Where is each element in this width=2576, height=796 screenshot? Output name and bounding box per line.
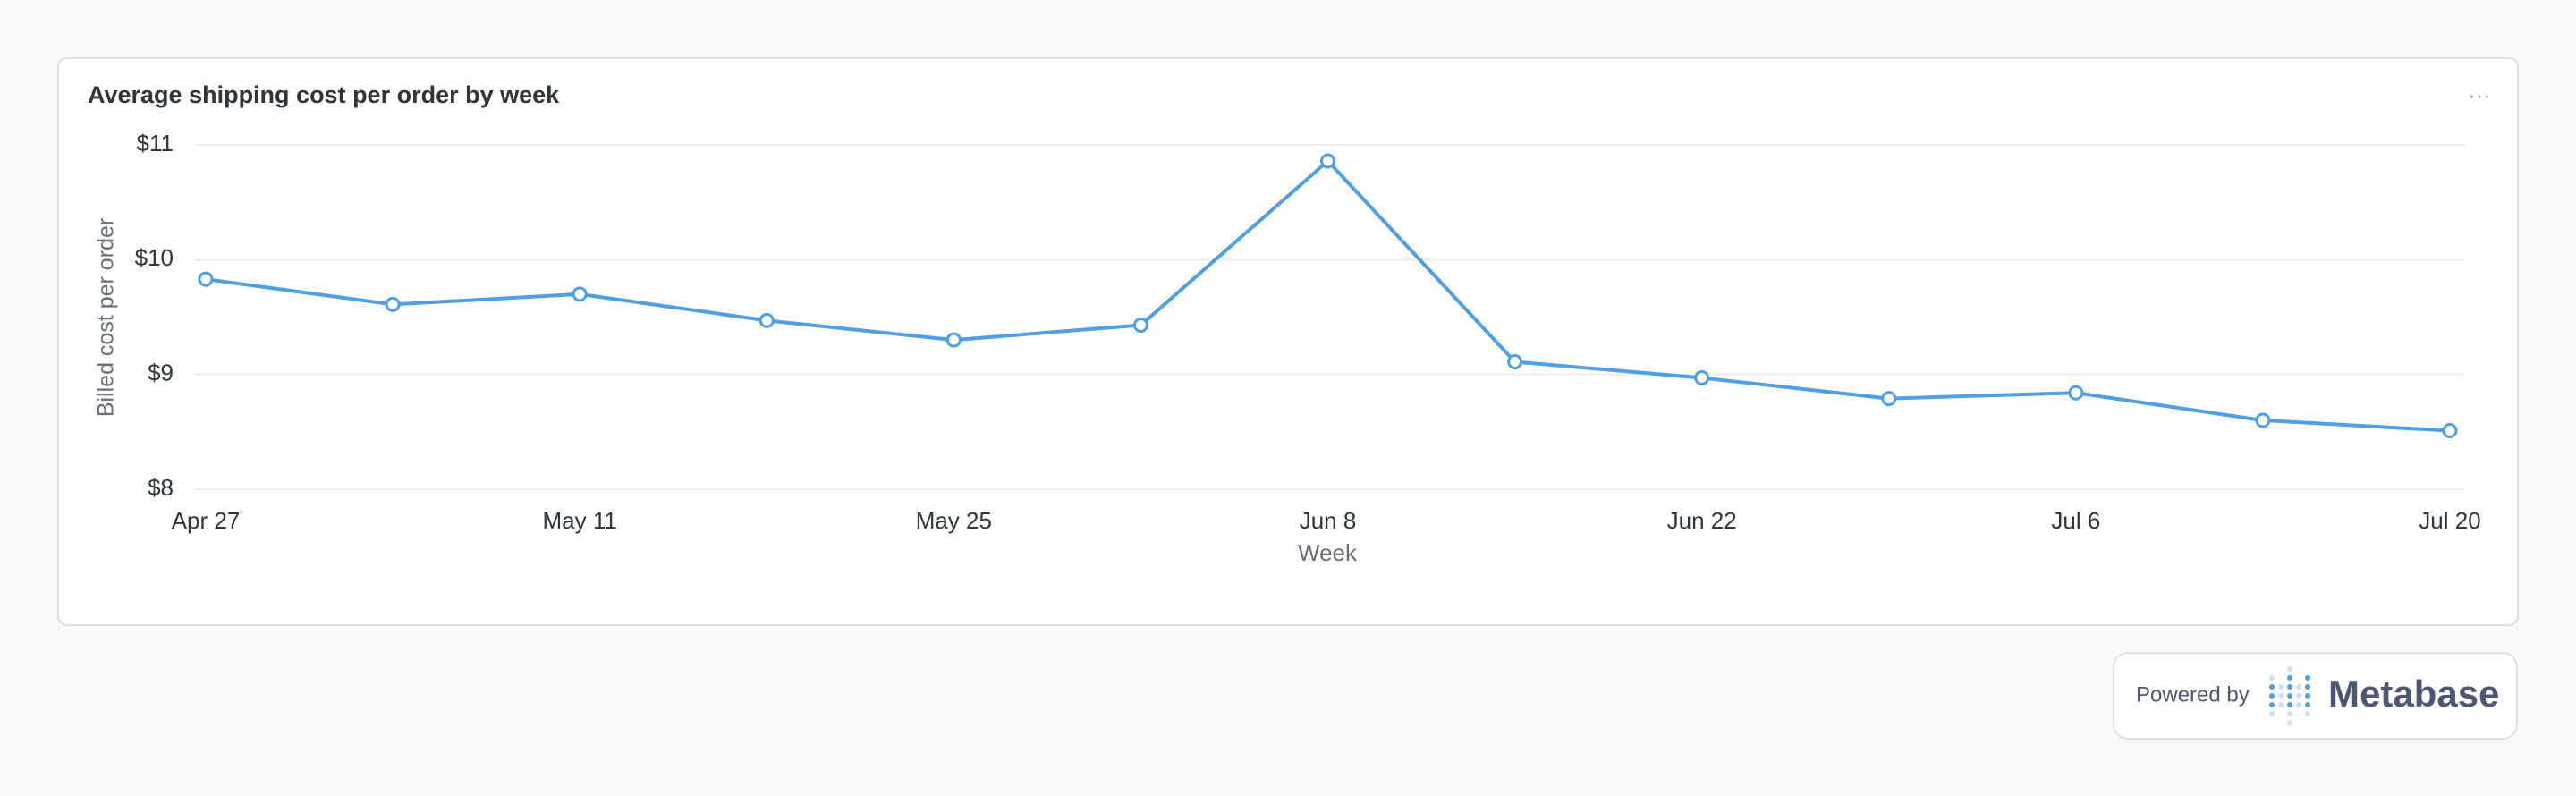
x-tick-label: May 25 bbox=[916, 507, 992, 534]
plot: $8 $9 $10 $11 Apr 27 May 11 May 25 Jun 8 Jun 22 J… bbox=[135, 130, 2481, 534]
point bbox=[1694, 370, 1710, 386]
point bbox=[198, 271, 214, 287]
point bbox=[2068, 385, 2084, 401]
brand: Metabase bbox=[2328, 673, 2499, 715]
x-tick-label: Jun 8 bbox=[1300, 507, 1357, 534]
point bbox=[758, 312, 775, 328]
point bbox=[1132, 317, 1148, 333]
powered-by-box[interactable] bbox=[2113, 652, 2518, 740]
y-axis-label: Billed cost per order bbox=[94, 218, 119, 417]
x-axis-label: Week bbox=[1298, 539, 1358, 566]
point bbox=[2442, 423, 2458, 439]
x-tick-label: Jul 6 bbox=[2051, 507, 2100, 534]
y-tick-label: $8 bbox=[148, 474, 174, 501]
card bbox=[57, 57, 2519, 626]
y-tick-label: $11 bbox=[137, 130, 174, 157]
metabase-logo bbox=[2269, 666, 2310, 725]
point bbox=[2255, 412, 2271, 428]
y-tick-label: $9 bbox=[148, 360, 174, 386]
point bbox=[1320, 153, 1335, 169]
menu-button[interactable]: ··· bbox=[2468, 81, 2491, 108]
point bbox=[1507, 354, 1523, 370]
point bbox=[385, 296, 401, 312]
point bbox=[945, 332, 962, 348]
x-tick-label: Apr 27 bbox=[172, 507, 241, 534]
point bbox=[572, 286, 588, 302]
x-tick-label: Jun 22 bbox=[1667, 507, 1737, 534]
chart-title: Average shipping cost per order by week bbox=[88, 81, 560, 108]
y-tick-label: $10 bbox=[135, 244, 174, 271]
x-tick-label: Jul 20 bbox=[2419, 507, 2480, 534]
powered-by: Powered by bbox=[2136, 682, 2250, 707]
x-tick-label: May 11 bbox=[542, 507, 616, 534]
point bbox=[1881, 391, 1897, 407]
